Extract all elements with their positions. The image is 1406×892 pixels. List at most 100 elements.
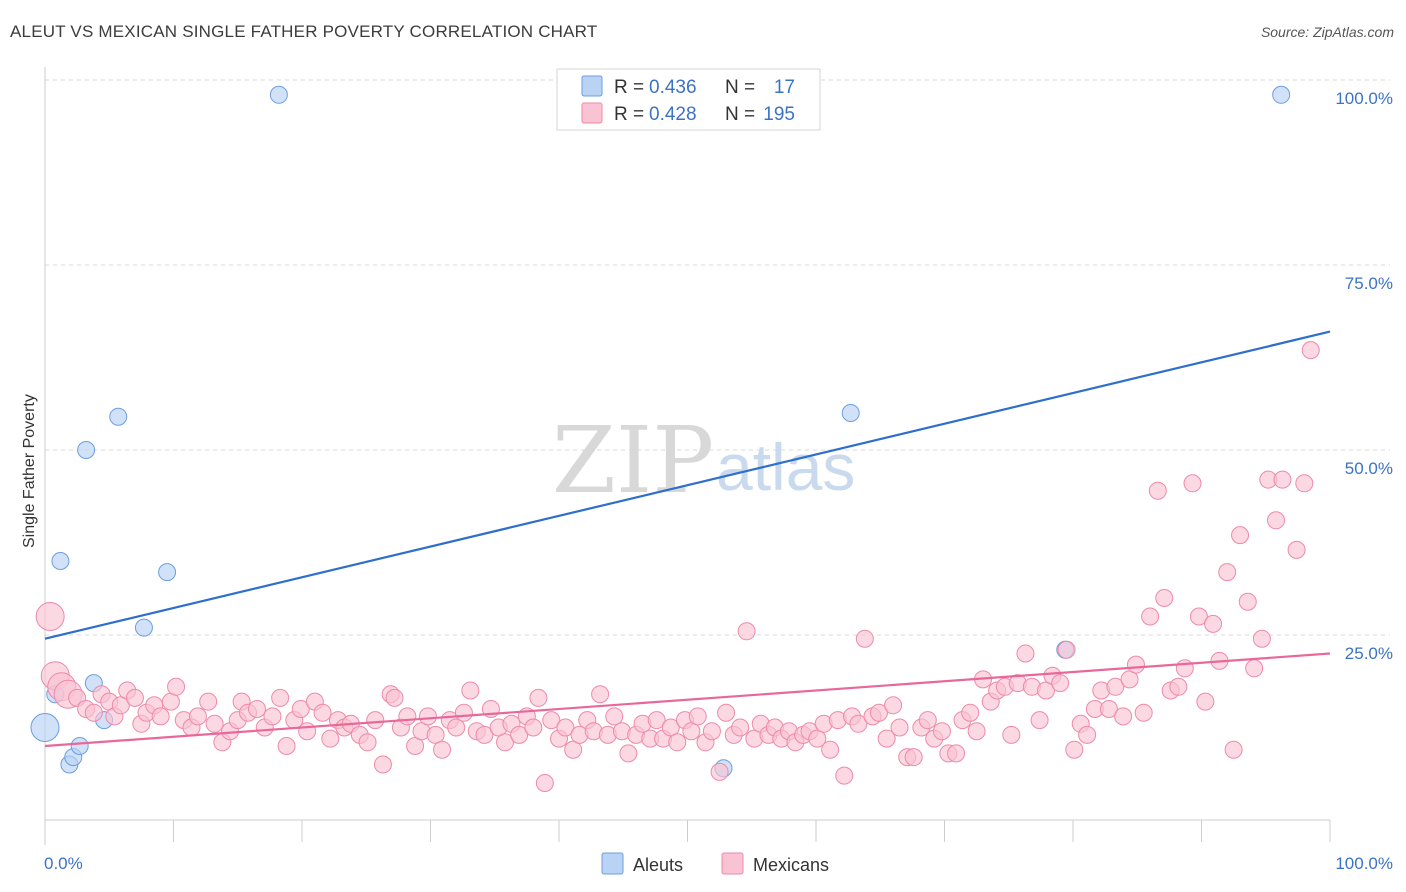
mexican-point-58 <box>454 703 473 722</box>
aleut-point-10 <box>134 618 153 637</box>
mexican-point-78 <box>591 685 610 704</box>
mexican-point-68 <box>524 718 543 737</box>
mexican-point-69 <box>529 688 548 707</box>
x-tick-label-1: 100.0% <box>1335 854 1393 873</box>
y-tick-label-0: 25.0% <box>1345 644 1393 663</box>
mexican-point-36 <box>298 722 317 741</box>
mexican-point-137 <box>1002 725 1021 744</box>
mexican-point-33 <box>277 737 296 755</box>
mexican-point-80 <box>605 707 624 726</box>
mexican-point-21 <box>188 707 207 726</box>
watermark-zip: ZIP <box>552 407 714 514</box>
mexican-point-125 <box>918 711 937 730</box>
y-tick-label-2: 75.0% <box>1345 274 1393 293</box>
mexican-point-164 <box>1189 607 1208 626</box>
mexican-point-146 <box>1065 740 1084 759</box>
aleut-point-5 <box>70 737 89 755</box>
aleut-point-9 <box>109 407 128 426</box>
legend-r-value-aleuts: 0.436 <box>649 77 697 98</box>
mexican-point-170 <box>1231 526 1250 545</box>
mexican-point-57 <box>447 718 466 737</box>
x-tick-label-0: 0.0% <box>44 854 83 873</box>
y-tick-labels: 25.0% 50.0% 75.0% 100.0% <box>1335 89 1393 663</box>
mexican-point-48 <box>385 688 404 707</box>
mexican-point-145 <box>1057 640 1076 659</box>
mexican-point-123 <box>904 748 923 767</box>
mexican-point-98 <box>731 718 750 737</box>
mexican-point-172 <box>1245 659 1264 678</box>
axes <box>44 67 1331 845</box>
mexican-point-115 <box>849 714 868 733</box>
mexican-point-16 <box>151 707 170 726</box>
mexican-point-148 <box>1078 725 1097 744</box>
bottom-legend: Aleuts Mexicans <box>601 852 829 875</box>
mexican-point-70 <box>535 774 554 792</box>
mexican-point-127 <box>932 722 951 741</box>
mexican-point-141 <box>1030 711 1049 730</box>
mexican-point-152 <box>1106 677 1125 696</box>
mexican-point-161 <box>1169 677 1188 696</box>
mexican-point-61 <box>475 725 494 744</box>
aleut-point-2 <box>51 552 70 570</box>
mexican-point-23 <box>205 714 224 733</box>
mexican-point-6 <box>84 703 103 722</box>
mexican-point-177 <box>1287 540 1306 559</box>
mexican-point-32 <box>271 688 290 707</box>
mexican-point-64 <box>496 733 515 752</box>
gridlines <box>45 79 1390 636</box>
mexican-point-96 <box>717 703 736 722</box>
mexican-point-144 <box>1051 674 1070 693</box>
legend-n-label-aleuts: N = <box>725 77 755 98</box>
mexican-point-165 <box>1196 692 1215 711</box>
legend-r-value-mexicans: 0.428 <box>649 104 697 125</box>
mexican-point-73 <box>556 718 575 737</box>
mexican-point-155 <box>1126 655 1145 674</box>
mexican-point-131 <box>961 703 980 722</box>
legend-n-value-aleuts: 17 <box>774 77 795 98</box>
mexican-point-44 <box>358 733 377 752</box>
mexican-point-35 <box>291 700 310 718</box>
bottom-legend-swatch-aleuts <box>601 852 624 875</box>
aleut-point-16 <box>1272 85 1291 104</box>
mexican-point-179 <box>1301 341 1320 360</box>
mexican-point-18 <box>167 677 186 696</box>
mexican-point-99 <box>737 622 756 641</box>
chart-title: ALEUT VS MEXICAN SINGLE FATHER POVERTY C… <box>10 22 598 41</box>
mexican-point-31 <box>263 707 282 726</box>
mexican-point-176 <box>1273 470 1292 489</box>
y-axis-label: Single Father Poverty <box>21 394 38 548</box>
mexican-point-66 <box>510 725 529 744</box>
mexican-point-113 <box>835 766 854 785</box>
mexican-point-168 <box>1218 563 1237 582</box>
mexican-point-163 <box>1183 474 1202 493</box>
mexican-point-116 <box>855 629 874 648</box>
mexican-point-129 <box>947 744 966 763</box>
mexican-point-46 <box>373 755 392 774</box>
bottom-legend-swatch-mexicans <box>721 852 744 875</box>
source-credit: Source: ZipAtlas.com <box>1260 24 1394 40</box>
mexican-point-151 <box>1099 700 1118 718</box>
y-tick-label-3: 100.0% <box>1335 89 1393 108</box>
mexican-point-82 <box>619 744 638 763</box>
legend-n-label-mexicans: N = <box>725 104 755 125</box>
mexican-point-12 <box>125 688 144 707</box>
mexican-point-157 <box>1141 607 1160 626</box>
mexican-point-119 <box>877 729 896 748</box>
y-tick-label-1: 50.0% <box>1345 459 1393 478</box>
trend-lines <box>44 330 1331 748</box>
mexican-point-95 <box>710 762 729 781</box>
legend-n-value-mexicans: 195 <box>763 104 795 125</box>
mexican-point-120 <box>884 696 903 715</box>
mexican-point-162 <box>1175 659 1194 678</box>
legend-swatch-aleuts <box>581 75 603 97</box>
mexican-point-50 <box>398 707 417 726</box>
mexican-point-159 <box>1155 589 1174 607</box>
aleut-point-12 <box>269 85 288 104</box>
aleut-trend-line <box>44 330 1331 640</box>
legend-swatch-mexicans <box>581 102 603 124</box>
x-tick-labels: 0.0% 100.0% <box>44 854 1393 873</box>
mexican-point-0 <box>35 602 65 631</box>
aleut-point-14 <box>841 404 860 422</box>
mexican-point-153 <box>1114 707 1133 726</box>
